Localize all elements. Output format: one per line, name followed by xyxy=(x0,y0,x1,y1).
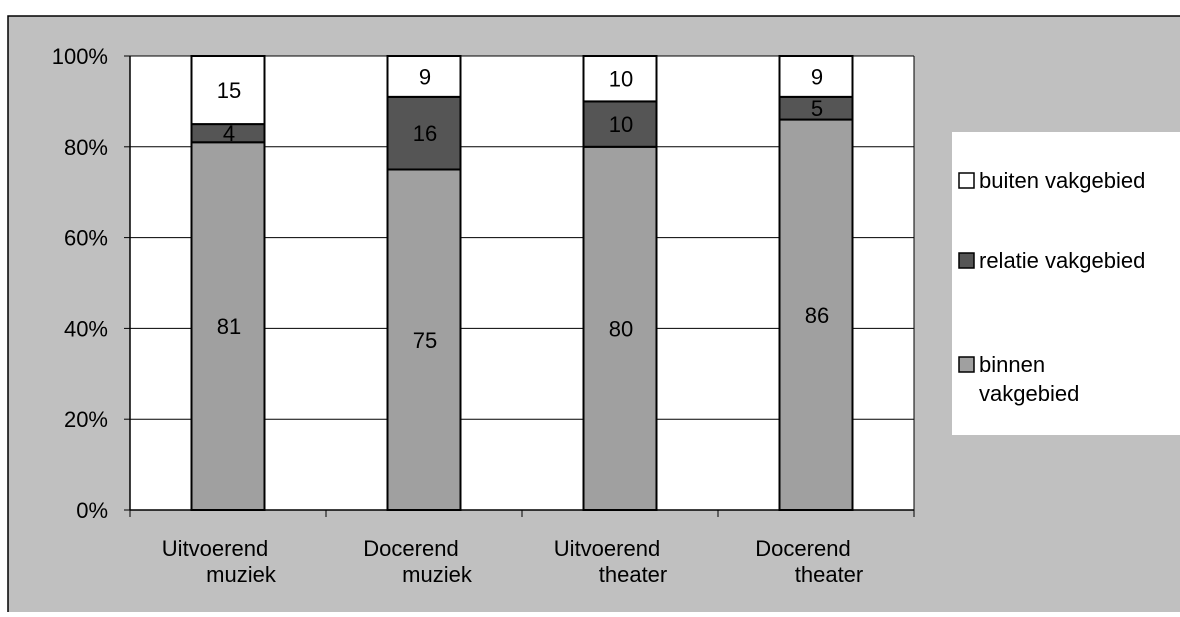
data-label: 15 xyxy=(217,78,241,103)
x-tick-label: theater xyxy=(599,562,668,587)
x-tick-label: Uitvoerend xyxy=(554,536,660,561)
bar-segment xyxy=(386,95,462,171)
y-tick-label: 0% xyxy=(76,498,108,523)
data-label: 16 xyxy=(413,121,437,146)
legend-swatch xyxy=(958,356,975,373)
data-label: 80 xyxy=(609,316,633,341)
y-tick-label: 100% xyxy=(52,44,108,69)
legend-label: buiten vakgebied xyxy=(979,168,1145,193)
legend: buiten vakgebied relatie vakgebied binnen v… xyxy=(958,168,1145,406)
bar-segment xyxy=(582,145,658,512)
y-tick-label: 40% xyxy=(64,316,108,341)
data-labels: 81 4 15 75 16 9 80 10 10 86 5 9 xyxy=(217,64,829,352)
bar-segment xyxy=(582,100,658,148)
y-tick-label: 80% xyxy=(64,135,108,160)
bar-segment xyxy=(190,55,266,126)
x-tick-label: Docerend xyxy=(755,536,850,561)
legend-label: relatie vakgebied xyxy=(979,248,1145,273)
x-tick-label: Docerend xyxy=(363,536,458,561)
data-label: 75 xyxy=(413,328,437,353)
bars xyxy=(190,55,854,512)
legend-label: binnen xyxy=(979,352,1045,377)
x-tick-label: Uitvoerend xyxy=(162,536,268,561)
data-label: 86 xyxy=(805,303,829,328)
legend-box xyxy=(952,132,1180,435)
y-tick-label: 60% xyxy=(64,226,108,251)
data-label: 4 xyxy=(223,121,235,146)
legend-swatch xyxy=(958,252,975,269)
y-tick-label: 20% xyxy=(64,407,108,432)
data-label: 9 xyxy=(419,64,431,89)
legend-swatch xyxy=(958,172,975,189)
bar-segment xyxy=(386,55,462,98)
x-tick-label: muziek xyxy=(402,562,473,587)
data-label: 9 xyxy=(811,64,823,89)
legend-label: vakgebied xyxy=(979,381,1079,406)
x-tick-label: muziek xyxy=(206,562,277,587)
data-label: 81 xyxy=(217,314,241,339)
bar-segment xyxy=(778,55,854,98)
bar-segment xyxy=(190,141,266,511)
bar-segment xyxy=(582,55,658,103)
data-label: 5 xyxy=(811,96,823,121)
x-tick-label: theater xyxy=(795,562,864,587)
data-label: 10 xyxy=(609,112,633,137)
data-label: 10 xyxy=(609,67,633,92)
